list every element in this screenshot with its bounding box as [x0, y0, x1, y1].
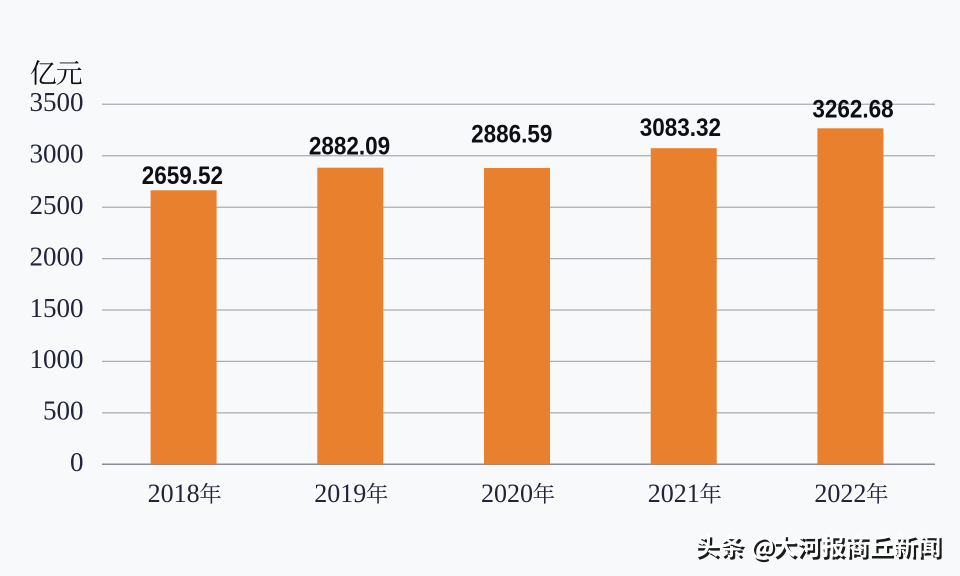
svg-text:2019: 2019 — [314, 479, 366, 508]
svg-text:2500: 2500 — [30, 190, 84, 220]
svg-text:2022: 2022 — [814, 479, 866, 508]
svg-text:2000: 2000 — [30, 241, 84, 271]
svg-text:3500: 3500 — [30, 87, 84, 117]
svg-text:0: 0 — [70, 447, 84, 477]
svg-text:2659.52: 2659.52 — [142, 162, 223, 190]
svg-text:500: 500 — [43, 396, 84, 426]
svg-text:2021: 2021 — [648, 479, 700, 508]
svg-text:3083.32: 3083.32 — [640, 114, 721, 142]
svg-text:2886.59: 2886.59 — [471, 120, 552, 148]
svg-text:3000: 3000 — [30, 139, 84, 169]
svg-text:1500: 1500 — [30, 293, 84, 323]
svg-text:2018: 2018 — [148, 479, 200, 508]
svg-text:2882.09: 2882.09 — [309, 132, 390, 160]
svg-text:3262.68: 3262.68 — [812, 95, 893, 123]
svg-text:2020: 2020 — [481, 479, 533, 508]
svg-text:1000: 1000 — [30, 344, 84, 374]
